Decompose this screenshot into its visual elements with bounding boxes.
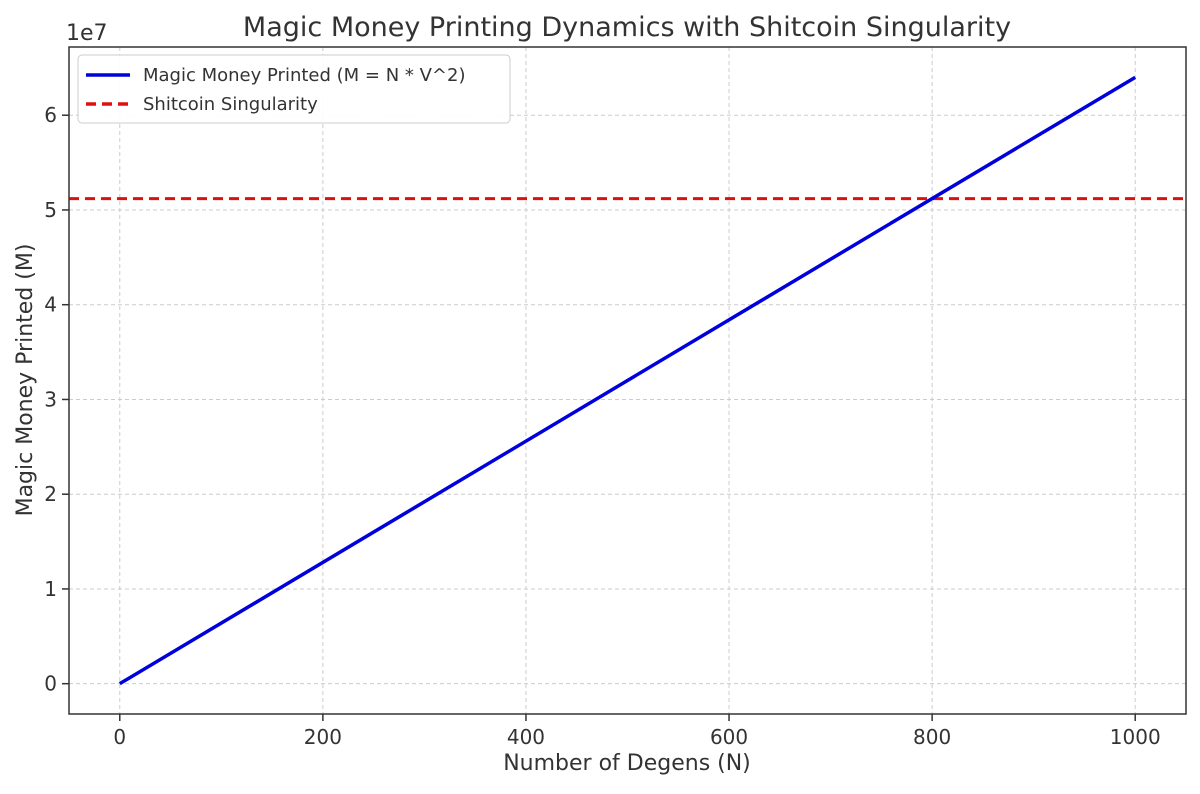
plot-frame (68, 46, 1187, 715)
x-tick-label: 1000 (1110, 725, 1161, 749)
x-tick-label: 800 (913, 725, 951, 749)
y-tick-label: 3 (44, 387, 57, 411)
y-tick-label: 6 (44, 103, 57, 127)
legend-label: Magic Money Printed (M = N * V^2) (143, 65, 466, 86)
legend-label: Shitcoin Singularity (143, 94, 318, 115)
series-lines (118, 75, 1137, 686)
x-tick-label: 0 (113, 725, 126, 749)
y-axis-scale-label: 1e7 (66, 21, 108, 46)
x-axis-label: Number of Degens (N) (503, 751, 751, 776)
x-axis-ticks: 0 200 400 600 800 1000 (113, 714, 1161, 749)
x-tick-label: 400 (507, 725, 545, 749)
magic-money-printed-line (118, 75, 1137, 686)
y-tick-label: 1 (44, 577, 57, 601)
grid (69, 47, 1186, 714)
y-tick-label: 2 (44, 482, 57, 506)
legend: Magic Money Printed (M = N * V^2) Shitcoi… (77, 54, 511, 124)
y-tick-label: 5 (44, 198, 57, 222)
x-tick-label: 600 (710, 725, 748, 749)
y-axis-label: Magic Money Printed (M) (13, 244, 38, 517)
y-tick-label: 0 (44, 672, 57, 696)
y-tick-label: 4 (44, 293, 57, 317)
x-tick-label: 200 (304, 725, 342, 749)
chart-title: Magic Money Printing Dynamics with Shitc… (243, 12, 1011, 43)
legend-box (77, 54, 511, 124)
y-axis-ticks: 0 1 2 3 4 5 6 (44, 103, 69, 696)
